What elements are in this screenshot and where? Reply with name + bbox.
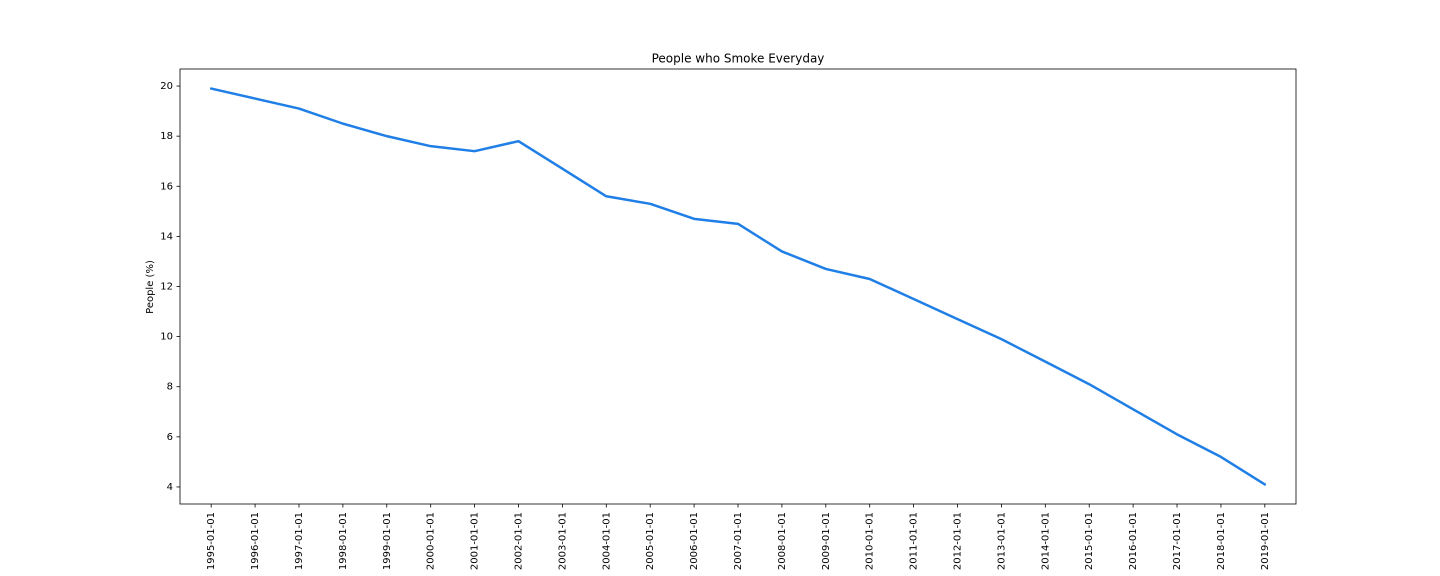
x-tick-label: 2003-01-01 [557, 512, 568, 570]
chart-title: People who Smoke Everyday [652, 52, 825, 66]
x-tick-label: 1999-01-01 [382, 512, 393, 570]
y-tick-label: 12 [160, 282, 173, 293]
x-tick-label: 2012-01-01 [953, 512, 964, 570]
x-tick-label: 2015-01-01 [1084, 512, 1095, 570]
y-axis-label: People (%) [145, 260, 156, 314]
x-tick-label: 2010-01-01 [865, 512, 876, 570]
x-tick-label: 2001-01-01 [470, 512, 481, 570]
y-tick-label: 14 [160, 231, 173, 242]
x-tick-label: 2016-01-01 [1128, 512, 1139, 570]
x-tick-label: 2005-01-01 [645, 512, 656, 570]
x-tick-label: 2019-01-01 [1260, 512, 1271, 570]
x-tick-label: 1996-01-01 [250, 512, 261, 570]
data-line [209, 87, 1267, 486]
y-tick-label: 10 [160, 332, 173, 343]
x-tick-label: 2000-01-01 [426, 512, 437, 570]
x-tick-label: 2008-01-01 [777, 512, 788, 570]
y-tick-label: 6 [167, 432, 173, 443]
y-tick-label: 4 [167, 482, 173, 493]
x-tick-label: 2006-01-01 [689, 512, 700, 570]
x-tick-label: 2011-01-01 [909, 512, 920, 570]
x-tick-label: 2007-01-01 [733, 512, 744, 570]
x-tick-label: 2004-01-01 [601, 512, 612, 570]
x-tick-label: 2017-01-01 [1172, 512, 1183, 570]
x-tick-label: 2009-01-01 [821, 512, 832, 570]
y-tick-label: 8 [167, 382, 173, 393]
x-tick-label: 2014-01-01 [1040, 512, 1051, 570]
x-tick-label: 1997-01-01 [294, 512, 305, 570]
plot-frame [179, 68, 1297, 505]
x-tick-label: 2013-01-01 [996, 512, 1007, 570]
y-tick-label: 20 [160, 81, 173, 92]
x-tick-label: 2002-01-01 [513, 512, 524, 570]
x-tick-label: 1998-01-01 [338, 512, 349, 570]
y-tick-label: 16 [160, 181, 173, 192]
y-tick-label: 18 [160, 131, 173, 142]
x-tick-label: 1995-01-01 [206, 512, 217, 570]
x-tick-label: 2018-01-01 [1216, 512, 1227, 570]
